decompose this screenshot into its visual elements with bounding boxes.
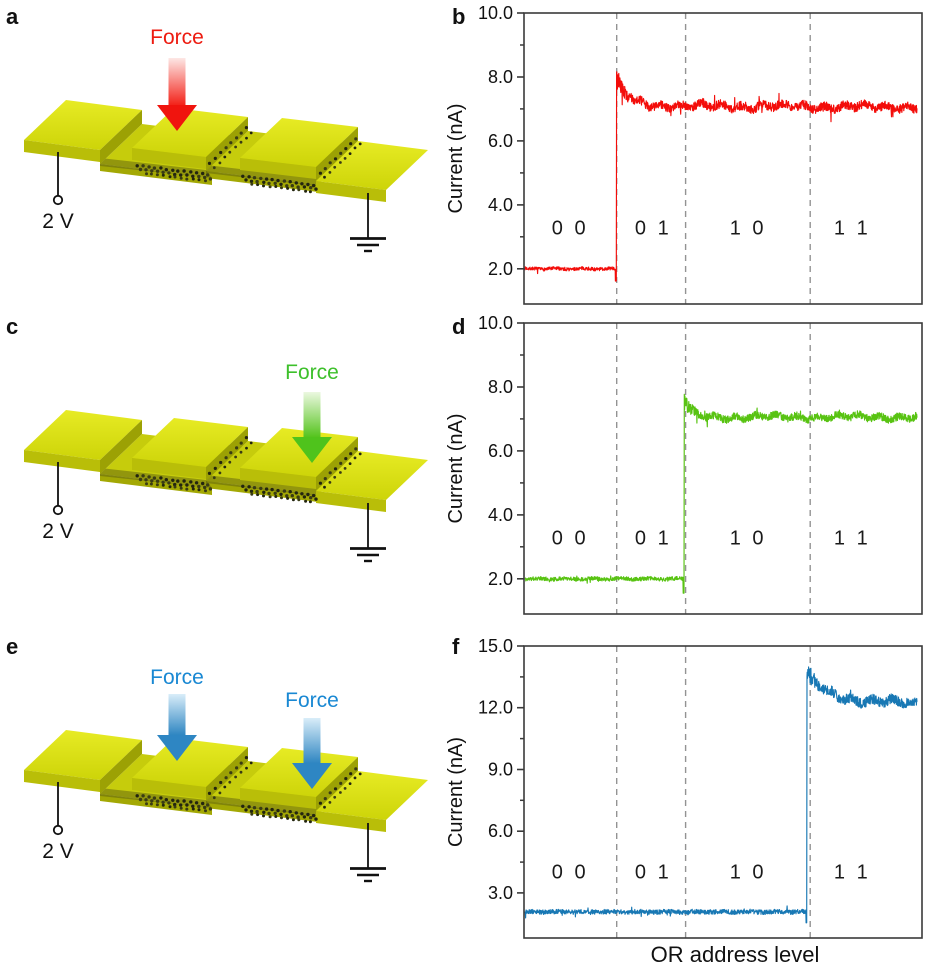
y-tick-label: 8.0: [488, 67, 513, 87]
force-arrow-head: [292, 437, 332, 463]
y-axis-label: Current (nA): [445, 413, 467, 523]
y-tick-label: 2.0: [488, 569, 513, 589]
region-label: 0 0: [552, 861, 589, 883]
panel-f: f 0 0 0 1 1 0 1 1 3.0 6.0 9.0 12.0 15.0 Current (…: [440, 630, 926, 967]
voltage-label: 2 V: [42, 210, 74, 233]
voltage-label: 2 V: [42, 520, 74, 543]
x-axis-label: OR address level: [651, 942, 820, 967]
force-arrow-shaft: [168, 58, 186, 105]
y-axis-label: Current (nA): [445, 103, 467, 213]
axis-box: [523, 645, 923, 939]
force-arrow: [157, 694, 197, 761]
chart-d: 0 0 0 1 1 0 1 1 2.0 4.0 6.0 8.0 10.0 Current (nA): [445, 313, 923, 615]
data-trace: [524, 666, 918, 924]
region-label: 0 1: [635, 861, 672, 883]
data-trace: [524, 71, 918, 282]
chart-b: 0 0 0 1 1 0 1 1 2.0 4.0 6.0 8.0 10.0 Current (nA): [445, 3, 923, 305]
force-arrow-head: [157, 735, 197, 761]
y-tick-label: 15.0: [478, 636, 513, 656]
force-label: Force: [285, 361, 339, 384]
region-label: 0 1: [635, 527, 672, 549]
force-arrow: [292, 392, 332, 463]
panel-letter-c: c: [6, 314, 19, 339]
force-arrow-head: [292, 763, 332, 789]
panel-c: c Force 2 V: [0, 310, 440, 630]
force-arrows-a: Force: [150, 26, 204, 131]
force-label: Force: [150, 666, 204, 689]
panel-letter-a: a: [6, 4, 19, 29]
panel-letter-f: f: [452, 634, 460, 659]
panel-a: a Force 2 V: [0, 0, 440, 310]
device-illustration-c: Force 2 V: [22, 361, 430, 563]
device-illustration-e: Force Force 2 V: [22, 666, 430, 883]
axis-box: [523, 322, 923, 615]
force-arrows-e: Force Force: [150, 666, 339, 789]
region-label: 0 1: [635, 217, 672, 239]
force-label: Force: [150, 26, 204, 49]
y-tick-label: 6.0: [488, 441, 513, 461]
force-arrow-head: [157, 105, 197, 131]
y-tick-label: 6.0: [488, 821, 513, 841]
y-tick-label: 3.0: [488, 883, 513, 903]
y-tick-label: 10.0: [478, 3, 513, 23]
force-arrow-shaft: [303, 392, 321, 437]
panel-b: b 0 0 0 1 1 0 1 1 2.0 4.0 6.0 8.0 10.0 Current (n…: [440, 0, 926, 310]
force-arrow: [292, 718, 332, 789]
force-label: Force: [285, 689, 339, 712]
panel-d: d 0 0 0 1 1 0 1 1 2.0 4.0 6.0 8.0 10.0 Current (n…: [440, 310, 926, 630]
y-tick-label: 6.0: [488, 131, 513, 151]
data-trace: [524, 393, 918, 594]
y-tick-label: 10.0: [478, 313, 513, 333]
y-tick-label: 9.0: [488, 760, 513, 780]
force-arrow-shaft: [168, 694, 186, 735]
y-tick-label: 12.0: [478, 698, 513, 718]
device-structure: [22, 408, 430, 563]
panel-e: e Force Force 2 V: [0, 630, 440, 967]
region-label: 0 0: [552, 527, 589, 549]
y-tick-label: 4.0: [488, 505, 513, 525]
force-arrow: [157, 58, 197, 131]
y-axis-label: Current (nA): [445, 737, 467, 847]
y-tick-label: 4.0: [488, 195, 513, 215]
panel-letter-d: d: [452, 314, 466, 339]
device-illustration-a: Force 2 V: [22, 26, 430, 253]
force-arrows-c: Force: [285, 361, 339, 463]
y-tick-label: 2.0: [488, 259, 513, 279]
panel-letter-b: b: [452, 4, 466, 29]
region-label: 1 0: [730, 861, 767, 883]
region-label: 0 0: [552, 217, 589, 239]
panel-letter-e: e: [6, 634, 19, 659]
region-label: 1 1: [834, 527, 871, 549]
force-arrow-shaft: [303, 718, 321, 763]
device-structure: [22, 98, 430, 253]
region-label: 1 1: [834, 217, 871, 239]
chart-f: 0 0 0 1 1 0 1 1 3.0 6.0 9.0 12.0 15.0 Current (nA…: [445, 636, 923, 967]
voltage-label: 2 V: [42, 840, 74, 863]
device-structure: [22, 728, 430, 883]
axis-box: [523, 12, 923, 305]
region-label: 1 1: [834, 861, 871, 883]
region-label: 1 0: [730, 217, 767, 239]
region-label: 1 0: [730, 527, 767, 549]
y-tick-label: 8.0: [488, 377, 513, 397]
